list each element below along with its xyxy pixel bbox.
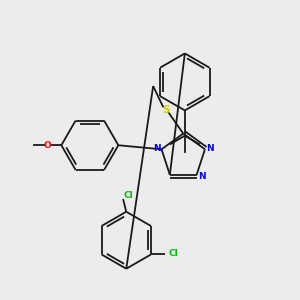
Text: Cl: Cl	[169, 249, 178, 258]
Text: N: N	[206, 143, 214, 152]
Text: S: S	[162, 105, 169, 115]
Text: Cl: Cl	[124, 191, 134, 200]
Text: O: O	[43, 141, 51, 150]
Text: N: N	[153, 143, 160, 152]
Text: N: N	[198, 172, 206, 181]
